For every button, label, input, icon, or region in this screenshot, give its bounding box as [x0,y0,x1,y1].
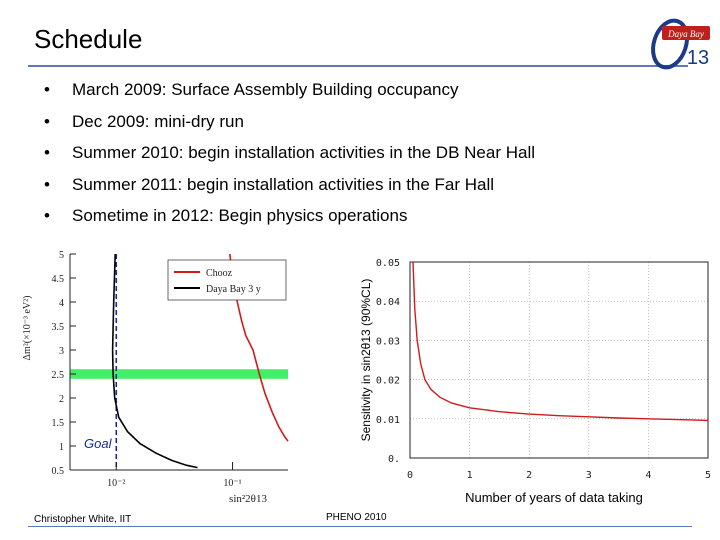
x-tick-label: 0 [407,470,413,481]
bullet-text: Summer 2011: begin installation activiti… [72,174,495,194]
logo-text: Daya Bay [667,29,704,39]
legend: Chooz Daya Bay 3 y [167,259,287,301]
y-tick-label: 0.03 [376,336,400,347]
footer-event: PHENO 2010 [326,512,387,523]
bullet-text: Dec 2009: mini-dry run [72,111,244,131]
y-tick-label: 3 [59,346,64,357]
y-tick-label: 0.05 [376,258,400,269]
x-tick-label: 5 [705,470,711,481]
sensitivity-plot: 0. 0.01 0.02 0.03 0.04 0.05 0 1 2 3 4 5 Number of ye… [359,258,711,505]
x-tick-label: 10⁻¹ [223,478,241,489]
y-tick-label: 0.02 [376,376,400,387]
x-tick-label: 2 [526,470,532,481]
goal-annotation: Goal [84,436,113,451]
bullet-item: • Sometime in 2012: Begin physics operati… [44,204,704,236]
footer-author: Christopher White, IIT [34,514,132,525]
legend-label: Daya Bay 3 y [206,284,261,295]
x-axis-label: sin²2θ13 [229,493,267,505]
y-tick-label: 1 [59,442,64,453]
bullet-dot: • [44,206,50,225]
y-tick-label: 0.01 [376,415,400,426]
y-tick-label: 4.5 [52,274,65,285]
x-tick-label: 1 [467,470,473,481]
legend-label: Chooz [206,268,233,279]
footer-rule [28,526,692,527]
y-axis-label: Δm²(×10⁻³ eV²) [22,296,33,361]
y-tick-label: 2 [59,394,64,405]
x-axis-label: Number of years of data taking [465,490,643,505]
series-line-dayabay [111,253,198,469]
x-tick-label: 4 [645,470,651,481]
bullet-text: Sometime in 2012: Begin physics operatio… [72,206,408,225]
bullet-dot: • [44,174,50,194]
sensitivity-curve [412,261,709,422]
title-underline [28,65,688,67]
y-tick-label: 3.5 [52,322,65,333]
bullet-dot: • [44,143,50,162]
bullet-dot: • [44,111,50,131]
x-tick-label: 10⁻² [107,478,125,489]
bullet-text: Summer 2010: begin installation activiti… [72,143,536,162]
y-tick-label: 0. [388,454,400,465]
bullet-item: • Summer 2011: begin installation activit… [44,173,704,205]
y-axis-label: Sensitivity in sin2θ13 (90%CL) [359,279,373,442]
logo-number: 13 [687,47,709,69]
y-tick-label: 5 [59,250,64,261]
y-tick-label: 4 [59,298,64,309]
contour-plot: 0.5 1 1.5 2 2.5 3 3.5 4 4.5 5 10⁻² 10⁻¹ Chooz Daya Ba… [22,250,289,505]
y-tick-label: 1.5 [52,418,65,429]
x-tick-label: 3 [586,470,592,481]
plot-frame [409,261,709,459]
bullet-dot: • [44,80,50,99]
y-tick-label: 2.5 [52,370,65,381]
logo-theta-ring [651,18,689,70]
bullet-text: March 2009: Surface Assembly Building oc… [72,80,459,99]
bullet-item: • Dec 2009: mini-dry run [44,110,704,142]
legend-box [167,259,287,301]
bullet-item: • March 2009: Surface Assembly Building o… [44,78,704,110]
dayabay-logo: Daya Bay 13 [651,18,710,70]
logo-banner [662,26,710,40]
slide-title: Schedule [34,24,143,54]
bullet-item: • Summer 2010: begin installation activit… [44,141,704,173]
target-band [70,369,288,379]
y-tick-label: 0.04 [376,297,400,308]
bullet-list: • March 2009: Surface Assembly Building o… [44,78,704,236]
y-tick-label: 0.5 [52,466,65,477]
